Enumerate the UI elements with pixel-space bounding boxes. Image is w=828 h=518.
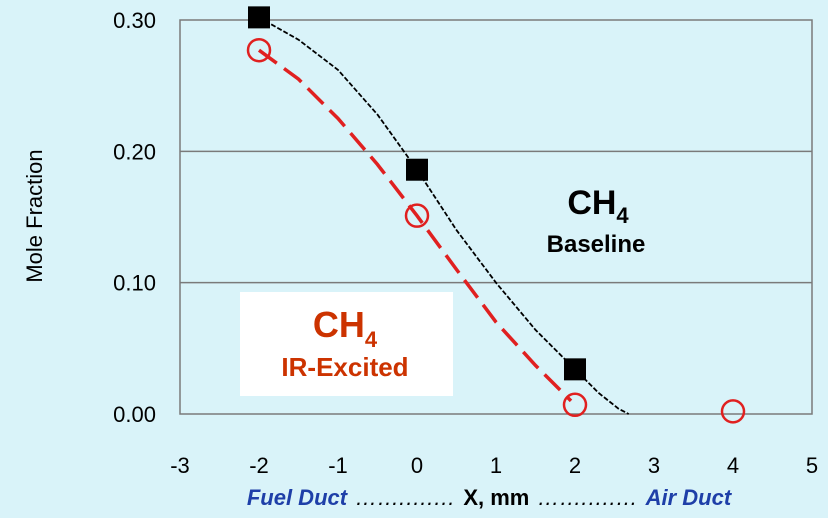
x-tick-labels: -3 -2 -1 0 1 2 3 4 5 <box>170 453 818 478</box>
series-line-ir-excited <box>257 48 573 403</box>
x-tick-label: 3 <box>648 453 660 478</box>
series-line-baseline <box>258 16 630 415</box>
x-tick-label: -1 <box>328 453 348 478</box>
series-lines <box>257 16 630 415</box>
y-tick-labels: 0.00 0.10 0.20 0.30 <box>113 8 156 427</box>
x-tick-label: -2 <box>249 453 269 478</box>
ir-annotation-formula: CH4 <box>313 304 378 352</box>
x-label-dots-left: …….….… <box>355 485 455 510</box>
x-tick-label: 5 <box>806 453 818 478</box>
x-tick-label: 1 <box>490 453 502 478</box>
x-tick-label: 2 <box>569 453 581 478</box>
x-tick-label: -3 <box>170 453 190 478</box>
baseline-marker <box>248 6 270 29</box>
series-markers <box>246 6 746 424</box>
baseline-annotation-formula: CH4 <box>567 184 629 228</box>
baseline-marker <box>406 158 428 181</box>
fuel-duct-label: Fuel Duct <box>247 485 349 510</box>
ir-annotation-label: IR-Excited <box>281 352 408 382</box>
x-tick-label: 4 <box>727 453 739 478</box>
x-label-dots-right: …….….… <box>537 485 637 510</box>
baseline-marker <box>564 358 586 381</box>
ir-ch: CH <box>313 304 365 345</box>
y-tick-label: 0.20 <box>113 139 156 164</box>
x-tick-label: 0 <box>411 453 423 478</box>
ir-excited-box <box>240 292 453 396</box>
ir-excited-marker <box>562 392 588 418</box>
y-tick-label: 0.30 <box>113 8 156 33</box>
baseline-ch: CH <box>567 184 616 222</box>
y-axis-label: Mole Fraction <box>22 149 47 282</box>
ir-excited-marker <box>720 399 746 424</box>
y-tick-label: 0.10 <box>113 271 156 296</box>
x-axis-label: Fuel Duct…….….… X, mm…….….… Air Duct <box>247 485 733 510</box>
ir-subscript: 4 <box>365 327 378 352</box>
ir-excited-marker <box>404 203 430 228</box>
y-tick-label: 0.00 <box>113 402 156 427</box>
ir-excited-marker <box>246 37 272 63</box>
x-label-center: X, mm <box>463 485 529 510</box>
baseline-annotation-label: Baseline <box>547 231 646 258</box>
air-duct-label: Air Duct <box>645 485 733 510</box>
baseline-subscript: 4 <box>616 203 629 228</box>
